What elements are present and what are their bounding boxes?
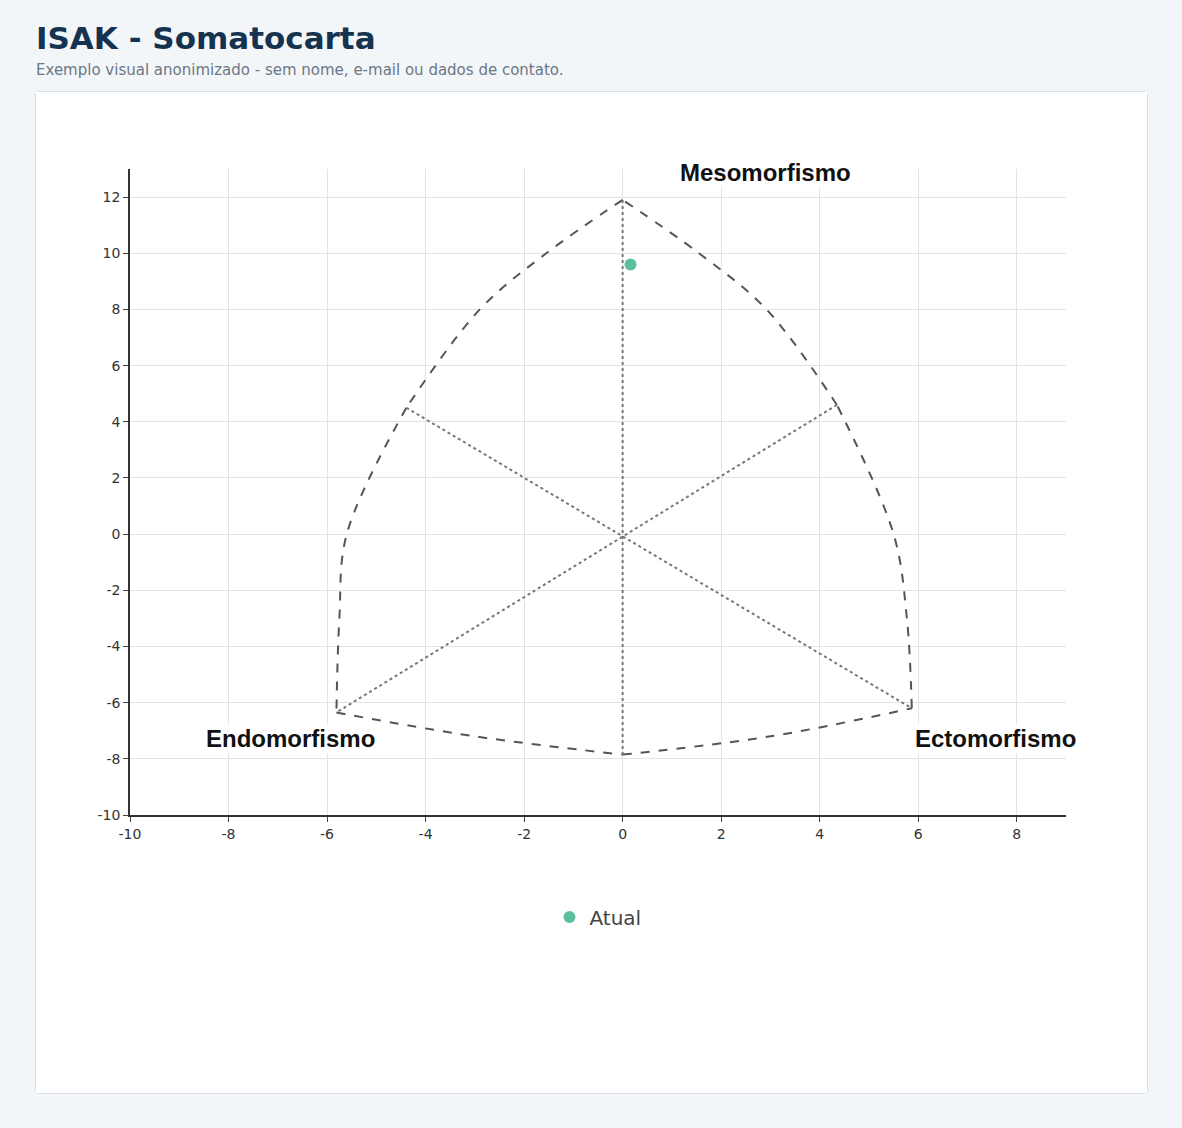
svg-text:12: 12	[103, 189, 121, 205]
svg-text:Ectomorfismo: Ectomorfismo	[915, 725, 1076, 752]
svg-text:Endomorfismo: Endomorfismo	[206, 725, 375, 752]
svg-text:-8: -8	[222, 826, 236, 842]
svg-text:6: 6	[914, 826, 923, 842]
svg-text:-6: -6	[320, 826, 334, 842]
svg-text:-6: -6	[106, 695, 120, 711]
html-text:Exemplo visual anonimizado - s: Exemplo visual anonimizado - sem nome, e…	[36, 61, 564, 79]
svg-text:-4: -4	[106, 638, 120, 654]
svg-text:0: 0	[112, 526, 121, 542]
svg-text:0: 0	[618, 826, 627, 842]
svg-text:-2: -2	[517, 826, 531, 842]
svg-text:Atual: Atual	[590, 906, 642, 930]
svg-text:6: 6	[112, 358, 121, 374]
svg-text:4: 4	[815, 826, 824, 842]
html-text:ISAK - Somatocarta: ISAK - Somatocarta	[36, 20, 376, 56]
svg-text:4: 4	[112, 414, 121, 430]
svg-text:-4: -4	[419, 826, 433, 842]
svg-text:-2: -2	[106, 582, 120, 598]
svg-text:-10: -10	[119, 826, 142, 842]
svg-text:2: 2	[112, 470, 121, 486]
svg-text:2: 2	[717, 826, 726, 842]
svg-text:-10: -10	[98, 807, 121, 823]
svg-text:Mesomorfismo: Mesomorfismo	[680, 159, 851, 186]
svg-text:8: 8	[1012, 826, 1021, 842]
svg-text:8: 8	[112, 301, 121, 317]
svg-text:10: 10	[103, 245, 121, 261]
svg-text:-8: -8	[106, 751, 120, 767]
